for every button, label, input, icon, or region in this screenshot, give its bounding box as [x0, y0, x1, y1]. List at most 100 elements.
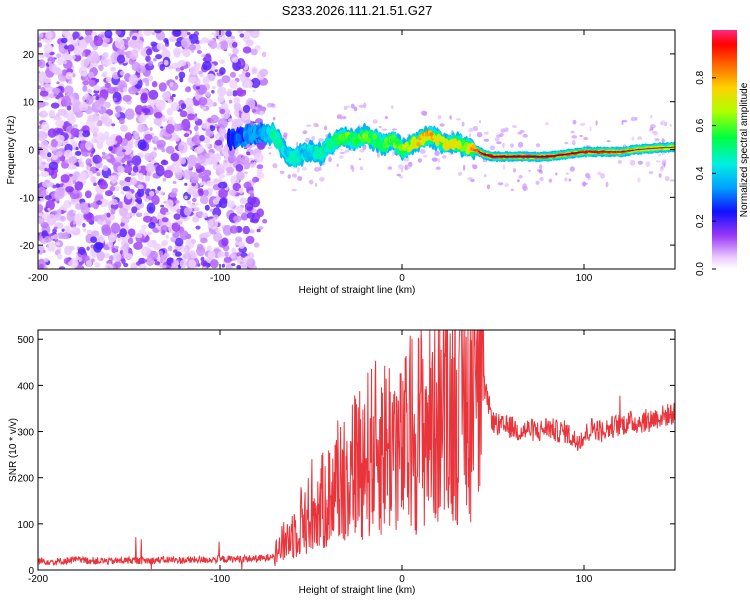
noise-blob [216, 79, 224, 88]
noise-blob [39, 90, 49, 97]
noise-blob [93, 36, 104, 47]
noise-blob [68, 173, 73, 177]
noise-blob [111, 248, 119, 254]
noise-blob [116, 54, 126, 64]
noise-blob [60, 216, 65, 221]
noise-blob [189, 172, 199, 184]
noise-blob [72, 73, 76, 78]
noise-blob [155, 54, 163, 60]
noise-blob [69, 258, 79, 269]
noise-blob [621, 120, 624, 125]
noise-blob [55, 134, 65, 142]
noise-blob [178, 141, 188, 154]
noise-blob [191, 50, 195, 53]
noise-blob [494, 137, 500, 142]
spectrogram-ytick-label: 20 [23, 50, 35, 61]
noise-blob [236, 171, 245, 181]
noise-blob [206, 245, 212, 251]
noise-blob [102, 58, 112, 67]
noise-blob [47, 128, 57, 138]
noise-blob [65, 186, 74, 193]
noise-blob [318, 138, 324, 142]
noise-blob [48, 63, 58, 72]
noise-blob [225, 173, 230, 176]
noise-blob [82, 130, 91, 138]
noise-blob [600, 173, 605, 179]
noise-blob [232, 47, 239, 55]
noise-blob [391, 105, 394, 109]
noise-blob [143, 30, 153, 36]
noise-blob [53, 93, 57, 97]
noise-blob [657, 154, 662, 157]
noise-blob [42, 250, 46, 253]
noise-blob [195, 225, 201, 230]
noise-blob [568, 178, 572, 182]
noise-blob [122, 94, 132, 102]
noise-blob [230, 35, 235, 40]
noise-blob [82, 222, 86, 228]
noise-blob [135, 201, 145, 209]
noise-blob [179, 157, 186, 165]
noise-blob [154, 223, 159, 227]
noise-blob [123, 262, 129, 268]
noise-blob [38, 203, 44, 213]
noise-blob [212, 85, 216, 90]
noise-blob [297, 167, 300, 173]
ridge-mark [295, 156, 300, 164]
noise-blob [55, 151, 63, 158]
noise-blob [175, 41, 183, 47]
noise-blob [539, 176, 544, 182]
noise-blob [38, 59, 46, 69]
noise-blob [56, 81, 60, 85]
noise-blob [350, 164, 354, 170]
noise-blob [128, 86, 138, 95]
noise-blob [245, 39, 254, 47]
noise-blob [256, 208, 265, 218]
noise-blob [359, 149, 365, 153]
noise-blob [198, 172, 204, 179]
noise-blob [240, 155, 250, 164]
noise-blob [579, 134, 583, 138]
noise-blob [79, 171, 88, 181]
noise-blob [283, 132, 288, 138]
noise-blob [132, 165, 139, 173]
noise-blob [387, 166, 393, 170]
noise-blob [145, 163, 156, 173]
ridge-mark [451, 143, 456, 149]
noise-blob [43, 43, 53, 54]
colorbar-label: Normalized spectral amplitude [739, 82, 750, 217]
noise-blob [149, 127, 153, 132]
noise-blob [221, 263, 226, 268]
noise-blob [243, 80, 253, 88]
noise-blob [78, 130, 84, 134]
noise-blob [655, 160, 661, 163]
noise-blob [47, 152, 52, 158]
noise-blob [661, 165, 664, 170]
noise-blob [161, 217, 169, 223]
noise-blob [502, 164, 506, 170]
noise-blob [236, 264, 242, 269]
noise-blob [61, 95, 72, 107]
noise-blob [209, 40, 218, 50]
noise-blob [135, 92, 139, 96]
noise-blob [115, 30, 122, 35]
noise-blob [235, 236, 243, 243]
noise-blob [151, 81, 158, 88]
noise-blob [86, 246, 90, 251]
noise-blob [104, 30, 113, 39]
noise-blob [60, 174, 70, 183]
noise-blob [47, 207, 51, 211]
noise-blob [420, 149, 426, 154]
noise-blob [109, 255, 114, 262]
noise-blob [124, 132, 133, 141]
noise-blob [512, 125, 517, 128]
noise-blob [439, 123, 445, 127]
snr-xtick-label: 0 [399, 574, 405, 585]
noise-blob [51, 154, 58, 161]
noise-blob [342, 116, 347, 120]
noise-blob [261, 51, 267, 58]
noise-blob [140, 33, 144, 38]
noise-blob [350, 103, 355, 109]
ridge-mark [277, 138, 283, 145]
